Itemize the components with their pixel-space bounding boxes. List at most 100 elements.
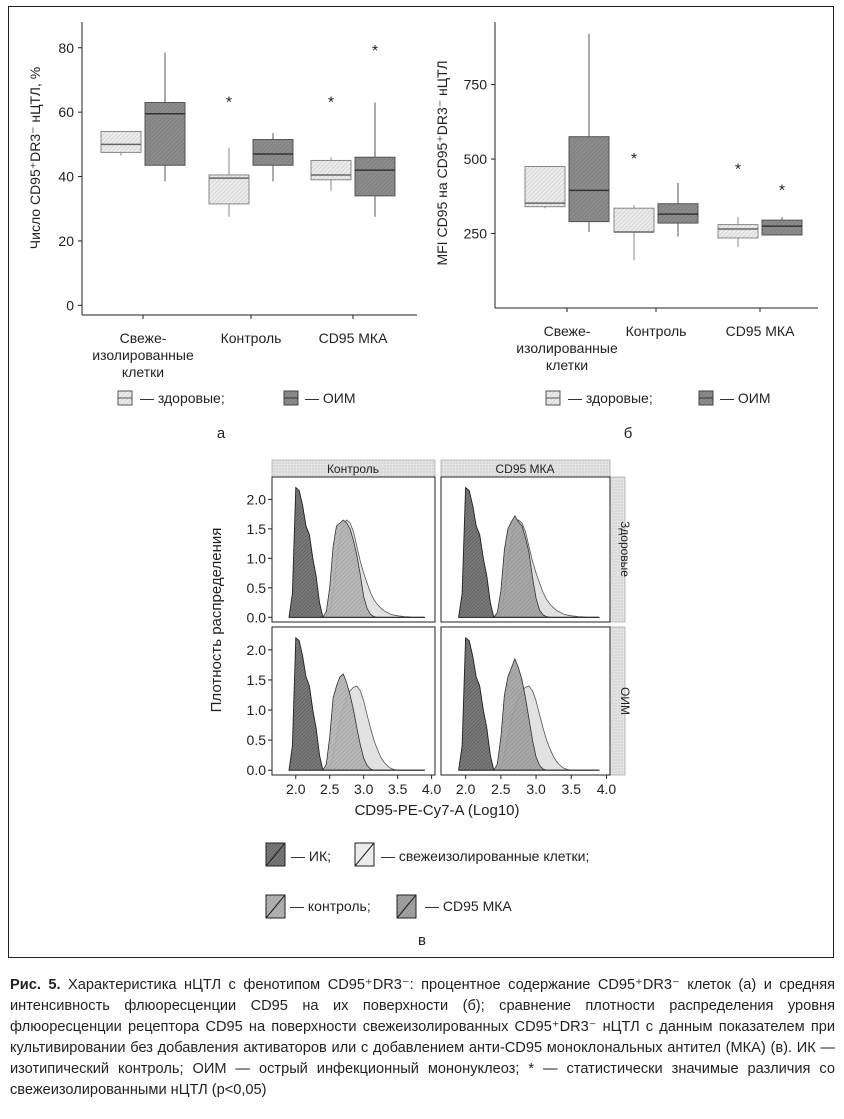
panel-letter-a: а (217, 425, 226, 442)
x-axis-label: CD95-PE-Cy7-A (Log10) (354, 802, 519, 819)
y-tick-label: 0.0 (247, 762, 267, 778)
significance-marker: * (779, 182, 785, 199)
legend-label-mka: — CD95 МКА (425, 898, 512, 914)
x-tick-label: 2.5 (491, 781, 511, 797)
legend: — здоровые; — ОИМ (545, 390, 771, 406)
legend-swatch-ik (265, 842, 286, 867)
box-oim (761, 217, 803, 236)
density-culture-hatch (289, 673, 425, 771)
x-tick-label: 3.5 (388, 781, 408, 797)
y-tick-label: 0.5 (247, 580, 267, 596)
y-tick-label: 0.5 (247, 732, 267, 748)
x-tick-label: Контроль (626, 323, 687, 339)
box-hatch (614, 208, 654, 233)
x-tick-label: Свеже-изолированные клетки (92, 330, 194, 380)
box-hatch (145, 102, 185, 166)
box-hatch (355, 157, 395, 196)
plot-area: 0 20 40 60 80 Свеже-изолированные клетки Контро… (58, 22, 417, 380)
density-panel-c: Плотность распределения Контроль CD95 МКА… (208, 459, 632, 949)
y-tick-label: 2.0 (247, 642, 267, 658)
box-healthy (613, 205, 655, 261)
caption-text: Характеристика нЦТЛ с фенотипом CD95⁺DR3… (10, 977, 835, 1098)
box-hatch (253, 139, 293, 166)
density-ik-hatch (458, 487, 600, 618)
x-tick-label: Контроль (221, 330, 282, 346)
legend-label-healthy: — здоровые; (140, 390, 225, 406)
y-tick-label: 750 (464, 77, 488, 93)
x-tick-label: 2.5 (320, 781, 340, 797)
y-tick-label: 1.5 (247, 672, 267, 688)
significance-marker: * (631, 151, 637, 168)
box-healthy (717, 217, 759, 247)
facet-panel: 0.0 0.5 1.0 1.5 2.0 (247, 476, 436, 625)
y-axis-label: Плотность распределения (208, 528, 225, 713)
box-oim (657, 182, 699, 237)
x-tick-label: 4.0 (422, 781, 442, 797)
legend: — ИК; — свежеизолированные клетки; — кон… (265, 842, 589, 919)
x-tick-label: 2.0 (456, 781, 476, 797)
y-axis-label: MFI CD95 на CD95⁺DR3⁻ нЦТЛ (434, 60, 450, 265)
box-oim (568, 33, 610, 233)
y-tick-label: 500 (464, 151, 488, 167)
box-healthy (100, 130, 142, 156)
x-tick-label: 3.5 (562, 781, 582, 797)
box-hatch (209, 174, 249, 204)
density-culture-hatch (458, 515, 600, 618)
y-tick-label: 80 (58, 40, 74, 56)
y-tick-label: 2.0 (247, 491, 267, 507)
figure-frame (8, 6, 834, 958)
y-tick-label: 0 (66, 297, 74, 313)
figure-svg: Число CD95⁺DR3⁻ нЦТЛ, % 0 20 40 60 80 Свеже-и… (27, 22, 818, 949)
x-tick-label: CD95 МКА (726, 323, 796, 339)
facet-grid: Контроль CD95 МКА Здоровые ОИМ 0.0 0.5 1.0 1.5 2… (247, 459, 632, 797)
box-healthy (524, 165, 566, 209)
box-hatch (762, 220, 802, 236)
x-tick-label: CD95 МКА (319, 330, 389, 346)
panel-letter-c: в (418, 932, 426, 949)
significance-marker: * (328, 94, 334, 111)
legend-label-ik: — ИК; (291, 848, 331, 864)
significance-marker: * (372, 43, 378, 60)
legend-label-control: — контроль; (290, 898, 371, 914)
significance-marker: * (226, 94, 232, 111)
box-hatch (718, 224, 758, 238)
facet-panel: 2.0 2.5 3.0 3.5 4.0 (440, 626, 617, 797)
legend: — здоровые; — ОИМ (117, 390, 356, 406)
box-hatch (311, 160, 351, 180)
density-ik-hatch (289, 487, 425, 618)
facet-strip-label: CD95 МКА (495, 462, 554, 476)
y-tick-label: 250 (464, 226, 488, 242)
y-tick-label: 1.5 (247, 521, 267, 537)
x-tick-label: 2.0 (286, 781, 306, 797)
caption-label: Рис. 5. (10, 977, 61, 993)
box-oim (354, 102, 396, 217)
x-tick-label: 3.0 (354, 781, 374, 797)
facet-panel (440, 476, 611, 623)
x-tick-label: 4.0 (597, 781, 617, 797)
box-hatch (101, 131, 141, 153)
facet-strip-label: ОИМ (618, 687, 632, 715)
x-tick-label: 3.0 (526, 781, 546, 797)
legend-swatch-mka (396, 894, 417, 919)
significance-marker: * (735, 161, 741, 178)
box-healthy (310, 157, 352, 192)
box-oim (252, 133, 294, 182)
box-hatch (569, 136, 609, 222)
panel-letter-b: б (624, 425, 633, 442)
y-tick-label: 60 (58, 104, 74, 120)
box-hatch (525, 166, 565, 207)
y-tick-label: 0.0 (247, 609, 267, 625)
density-ik-hatch (458, 637, 600, 771)
boxplot-panel-a: Число CD95⁺DR3⁻ нЦТЛ, % 0 20 40 60 80 Свеже-и… (27, 22, 417, 442)
figure-caption: Рис. 5. Характеристика нЦТЛ с фенотипом … (10, 975, 835, 1101)
box-healthy (208, 147, 250, 217)
y-tick-label: 1.0 (247, 702, 267, 718)
y-tick-label: 20 (58, 233, 74, 249)
boxplot-panel-b: MFI CD95 на CD95⁺DR3⁻ нЦТЛ 250 500 750 Свеж… (434, 22, 818, 442)
y-tick-label: 40 (58, 169, 74, 185)
legend-label-fresh: — свежеизолированные клетки; (381, 848, 589, 864)
legend-swatch-fresh (354, 842, 375, 867)
legend-label-healthy: — здоровые; (568, 390, 653, 406)
density-ik-hatch (289, 637, 425, 771)
facet-strip-label: Здоровые (618, 521, 632, 577)
